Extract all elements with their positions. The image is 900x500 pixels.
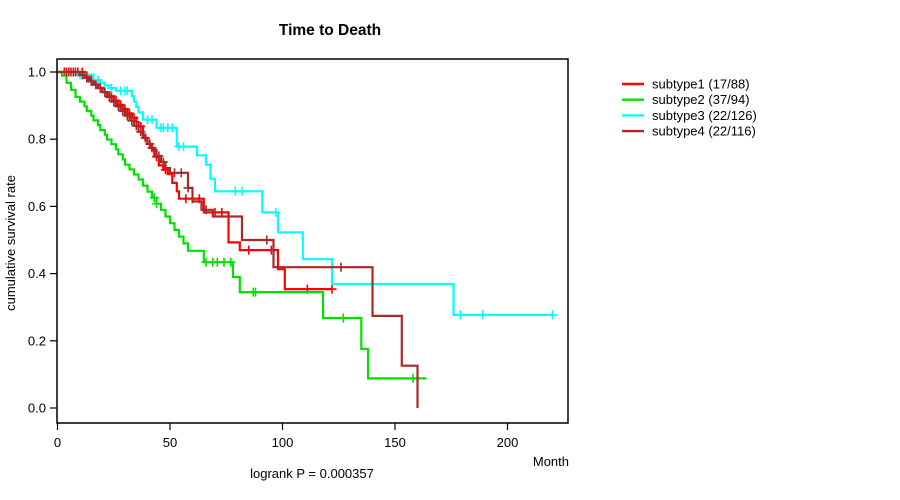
y-axis-label: cumulative survival rate [3,175,18,311]
y-tick-label: 0.6 [28,199,46,214]
y-tick-label: 1.0 [28,65,46,80]
curve-subtype4 [57,70,419,408]
censor-marks-subtype3 [75,70,557,320]
x-tick-label: 0 [54,435,61,450]
curve-subtype1 [57,70,332,291]
survival-curves [57,67,557,408]
censor-marks-subtype4 [62,67,346,272]
plot-box [56,58,569,424]
y-tick-label: 0.2 [28,333,46,348]
y-tick-label: 0.0 [28,401,46,416]
legend: subtype1 (17/88)subtype2 (37/94)subtype3… [622,77,757,139]
y-axis: 0.0 0.2 0.4 0.6 0.8 1.0 [28,65,57,416]
y-tick-label: 0.4 [28,266,46,281]
chart-title: Time to Death [279,22,381,39]
censor-marks-subtype1 [59,67,337,294]
censor-marks-subtype2 [149,193,418,383]
x-axis-unit-label: Month [533,454,569,469]
x-tick-label: 100 [272,435,294,450]
y-tick-label: 0.8 [28,132,46,147]
legend-label-subtype4: subtype4 (22/116) [652,124,756,139]
legend-label-subtype1: subtype1 (17/88) [652,77,750,92]
x-tick-label: 50 [163,435,177,450]
curve-subtype2 [57,70,427,380]
legend-label-subtype2: subtype2 (37/94) [652,92,750,107]
legend-label-subtype3: subtype3 (22/126) [652,108,757,123]
x-axis: 0 50 100 150 200 [54,423,518,450]
curve-subtype3 [57,70,553,316]
x-tick-label: 150 [384,435,406,450]
logrank-annotation: logrank P = 0.000357 [250,466,374,481]
x-tick-label: 200 [497,435,519,450]
